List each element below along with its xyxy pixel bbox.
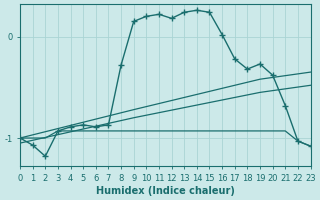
X-axis label: Humidex (Indice chaleur): Humidex (Indice chaleur) xyxy=(96,186,235,196)
